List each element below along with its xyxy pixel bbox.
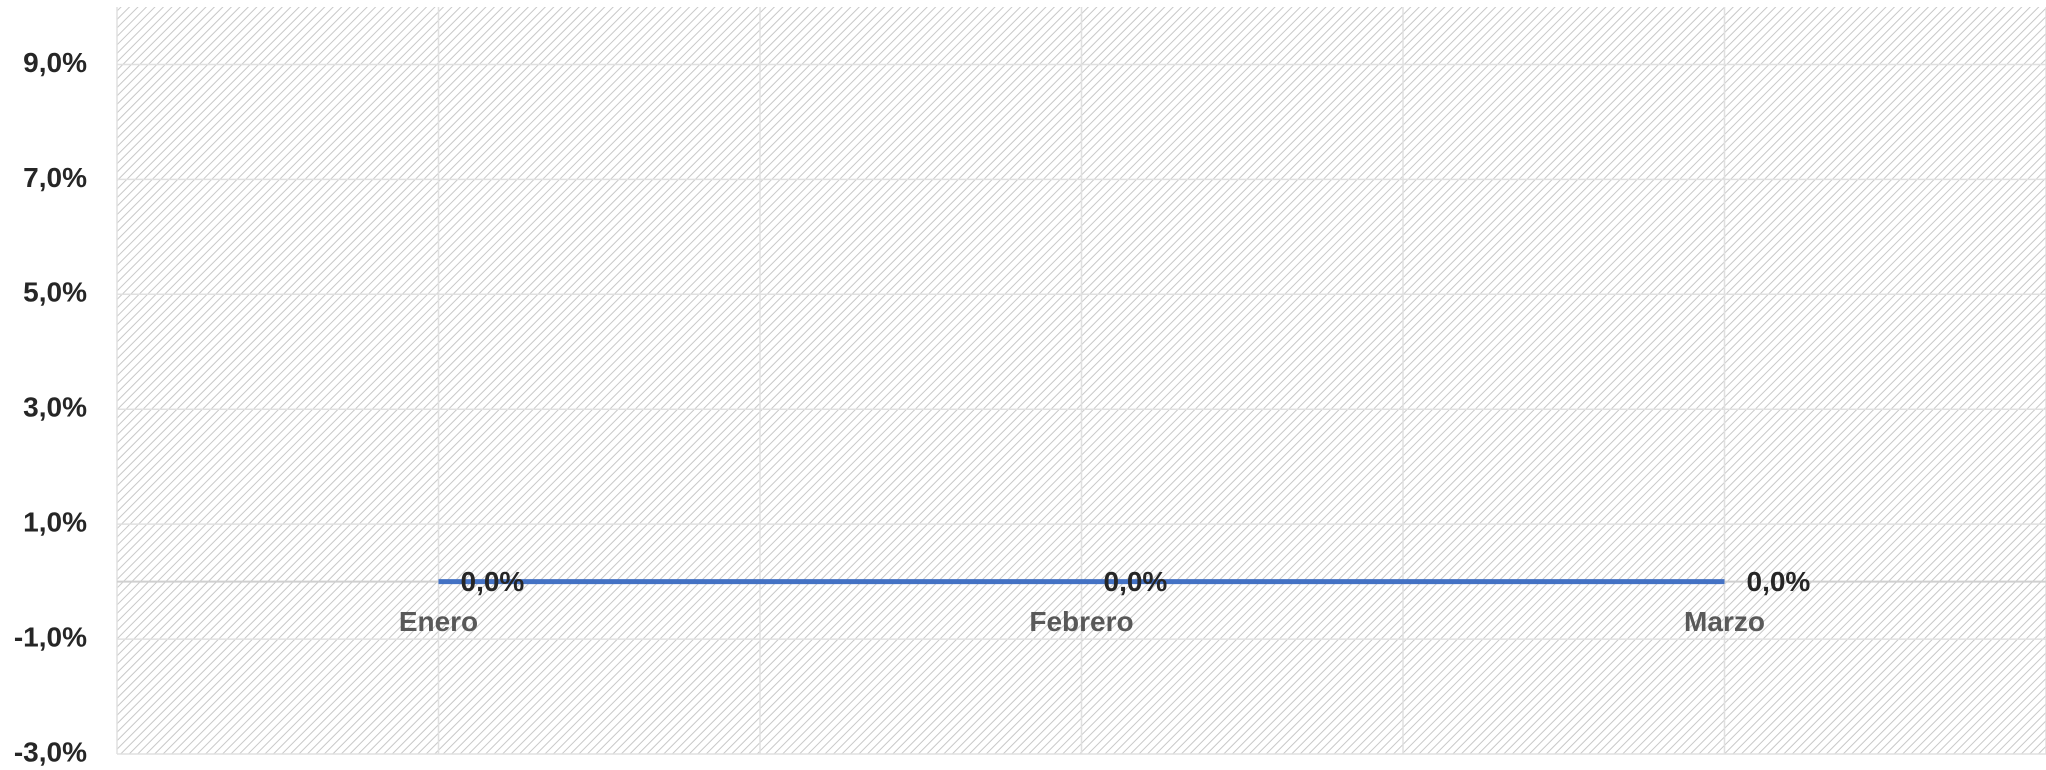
- y-tick-label: -1,0%: [14, 621, 87, 652]
- data-label: 0,0%: [1747, 566, 1811, 597]
- x-tick-label: Febrero: [1029, 606, 1133, 637]
- y-tick-label: -3,0%: [14, 736, 87, 767]
- data-label: 0,0%: [1104, 566, 1168, 597]
- data-label: 0,0%: [461, 566, 525, 597]
- y-tick-label: 1,0%: [23, 507, 87, 538]
- y-tick-label: 3,0%: [23, 392, 87, 423]
- x-tick-label: Marzo: [1684, 606, 1765, 637]
- y-tick-label: 5,0%: [23, 277, 87, 308]
- x-tick-label: Enero: [399, 606, 478, 637]
- y-tick-label: 9,0%: [23, 47, 87, 78]
- y-tick-label: 7,0%: [23, 162, 87, 193]
